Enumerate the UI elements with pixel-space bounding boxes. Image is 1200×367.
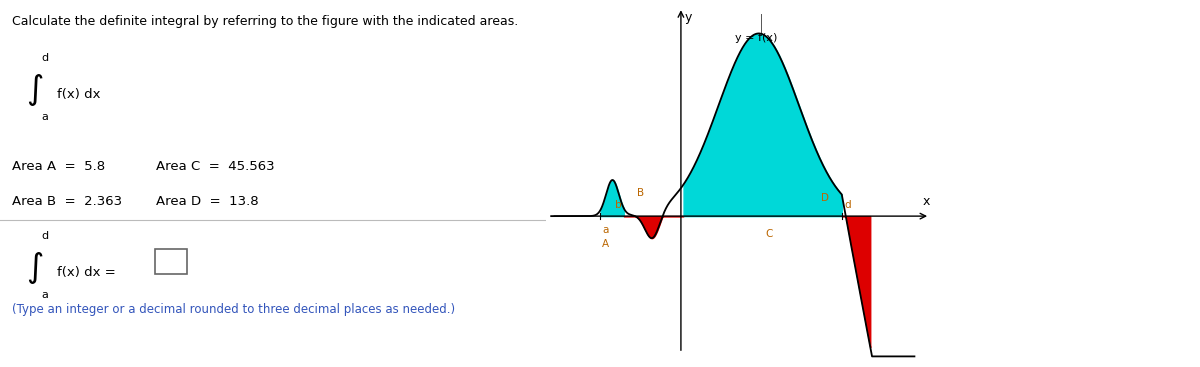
Text: a: a	[41, 290, 48, 300]
Text: B: B	[637, 188, 644, 198]
Text: d: d	[845, 200, 851, 210]
Text: C: C	[766, 229, 773, 239]
Text: a: a	[602, 225, 608, 235]
Text: Area B  =  2.363: Area B = 2.363	[12, 195, 122, 207]
Text: d: d	[41, 231, 48, 241]
Text: (Type an integer or a decimal rounded to three decimal places as needed.): (Type an integer or a decimal rounded to…	[12, 303, 455, 316]
Text: ∫: ∫	[26, 251, 43, 284]
Text: ∫: ∫	[26, 73, 43, 106]
Text: a: a	[41, 112, 48, 122]
Text: f(x) dx: f(x) dx	[58, 88, 101, 101]
Text: Calculate the definite integral by referring to the figure with the indicated ar: Calculate the definite integral by refer…	[12, 15, 518, 28]
Text: y: y	[685, 11, 692, 23]
Text: y = f(x): y = f(x)	[736, 33, 778, 43]
Text: b: b	[616, 200, 622, 210]
Text: D: D	[821, 193, 829, 203]
Text: f(x) dx =: f(x) dx =	[58, 266, 120, 279]
Text: Area C  =  45.563: Area C = 45.563	[156, 160, 275, 172]
Text: Area D  =  13.8: Area D = 13.8	[156, 195, 258, 207]
Text: x: x	[923, 195, 930, 208]
Text: d: d	[41, 53, 48, 63]
Text: Area A  =  5.8: Area A = 5.8	[12, 160, 106, 172]
Text: A: A	[602, 239, 610, 249]
FancyBboxPatch shape	[155, 249, 187, 274]
